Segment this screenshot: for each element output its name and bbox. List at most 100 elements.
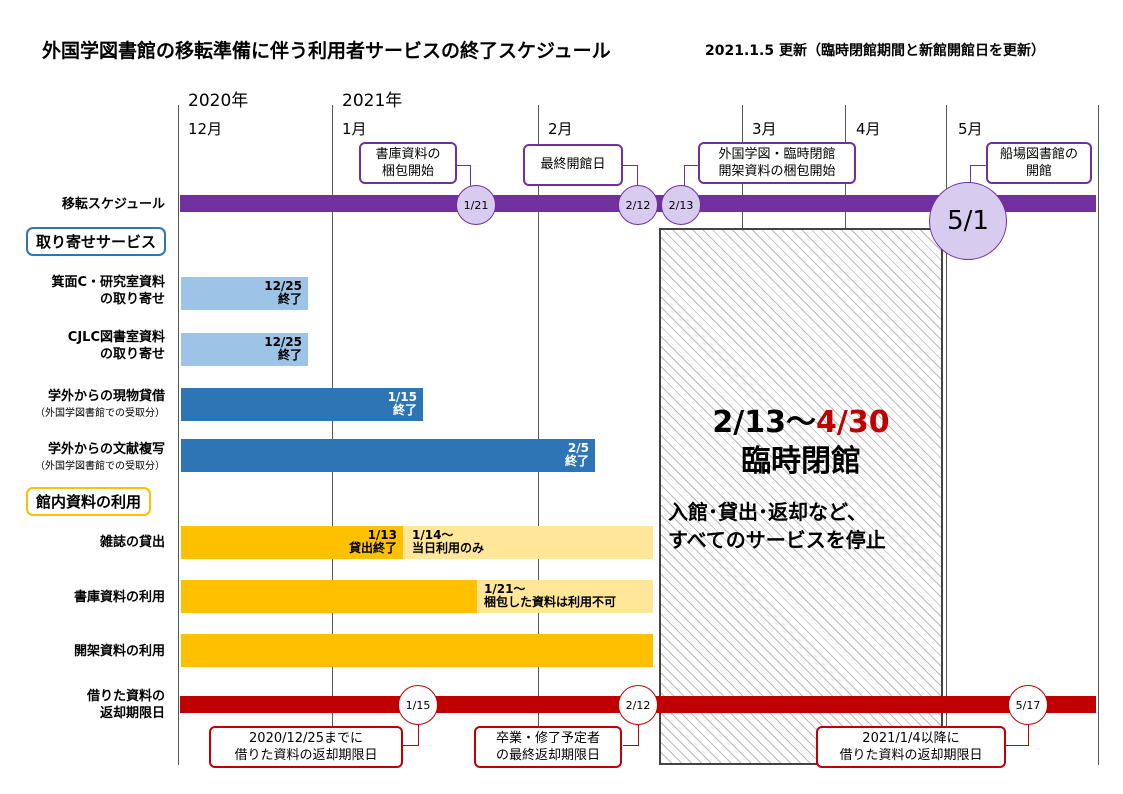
loan-end-date: 1/15 — [387, 390, 417, 404]
loan-end-text: 終了 — [392, 403, 417, 417]
bar-loan — [181, 388, 423, 421]
bar-stack-full — [181, 580, 477, 613]
callout-due-1: 2020/12/25までに 借りた資料の返却期限日 — [209, 726, 403, 768]
month-dec: 12月 — [188, 120, 223, 138]
callout-due-3-line2: 借りた資料の返却期限日 — [839, 748, 983, 763]
move-date-2-13: 2/13 — [661, 185, 701, 225]
callout-stack-packing-line1: 書庫資料の — [375, 147, 441, 162]
connector-funaba — [970, 165, 987, 188]
gridline-dec — [178, 105, 179, 765]
due-date-5-17: 5/17 — [1008, 685, 1048, 725]
move-date-5-1: 5/1 — [929, 182, 1007, 260]
closure-desc-line2: すべてのサービスを停止 — [668, 528, 886, 552]
row-label-copy: 学外からの文献複写 （外国学図書館での受取分） — [0, 441, 165, 475]
connector-due-1 — [403, 725, 419, 746]
closure-description: 入館･貸出･返却など、 すべてのサービスを停止 — [668, 498, 940, 554]
stack-after-date: 1/21～ — [484, 582, 526, 596]
bar-open-shelf — [181, 634, 653, 667]
callout-last-day: 最終開館日 — [523, 144, 623, 186]
bar-magazine-sameday — [403, 526, 653, 559]
connector-due-2 — [623, 725, 639, 746]
page-title: 外国学図書館の移転準備に伴う利用者サービスの終了スケジュール — [42, 40, 611, 62]
row-label-minoh-line2: の取り寄せ — [99, 292, 165, 307]
callout-due-3: 2021/1/4以降に 借りた資料の返却期限日 — [816, 726, 1006, 768]
gridline-end — [1098, 105, 1099, 765]
month-jan: 1月 — [342, 120, 367, 138]
cjlc-end-date: 12/25 — [264, 335, 302, 349]
month-mar: 3月 — [752, 120, 777, 138]
bar-label-minoh: 12/25 終了 — [181, 280, 308, 306]
callout-open-packing-line2: 開架資料の梱包開始 — [718, 164, 836, 179]
callout-due-3-line1: 2021/1/4以降に — [862, 731, 960, 746]
bar-label-loan: 1/15 終了 — [181, 391, 423, 417]
row-label-magazine: 雑誌の貸出 — [99, 535, 165, 550]
bar-magazine-loan — [181, 526, 403, 559]
row-label-stack: 書庫資料の利用 — [73, 590, 165, 605]
callout-stack-packing: 書庫資料の 梱包開始 — [359, 142, 457, 184]
month-apr: 4月 — [856, 120, 881, 138]
row-label-loan-line1: 学外からの現物貸借 — [47, 389, 165, 404]
bar-label-copy: 2/5 終了 — [181, 442, 595, 468]
section-retrieval-service: 取り寄せサービス — [26, 227, 167, 256]
row-label-open: 開架資料の利用 — [73, 644, 165, 659]
magazine-after-text: 当日利用のみ — [412, 541, 485, 555]
callout-due-2-line1: 卒業・修了予定者 — [495, 731, 600, 746]
bar-stack-partial — [477, 580, 653, 613]
row-label-due-line1: 借りた資料の — [86, 689, 165, 704]
connector-stack-packing — [456, 165, 471, 186]
callout-due-2: 卒業・修了予定者 の最終返却期限日 — [474, 726, 622, 768]
bar-label-cjlc: 12/25 終了 — [181, 336, 308, 362]
row-label-cjlc-line1: CJLC図書室資料 — [67, 330, 165, 345]
connector-due-3 — [1006, 725, 1029, 746]
year-2020: 2020年 — [188, 91, 249, 111]
gridline-jan — [332, 105, 333, 765]
bar-label-magazine: 1/13 貸出終了 — [181, 529, 403, 555]
year-2021: 2021年 — [342, 91, 403, 111]
row-label-copy-line1: 学外からの文献複写 — [47, 442, 165, 457]
magazine-end-date: 1/13 — [367, 528, 397, 542]
row-label-due-line2: 返却期限日 — [99, 706, 165, 721]
connector-last-day — [622, 165, 638, 186]
callout-funaba-opening: 船場図書館の 開館 — [986, 142, 1092, 184]
stack-after-text: 梱包した資料は利用不可 — [484, 595, 617, 609]
bar-cjlc — [181, 333, 308, 366]
callout-open-packing: 外国学図・臨時閉館 開架資料の梱包開始 — [698, 142, 856, 184]
row-label-loan: 学外からの現物貸借 （外国学図書館での受取分） — [0, 388, 165, 422]
callout-funaba-line1: 船場図書館の — [999, 147, 1078, 162]
bar-copy — [181, 439, 595, 472]
copy-end-date: 2/5 — [567, 441, 589, 455]
closure-end: 4/30 — [816, 405, 890, 440]
closure-area — [659, 228, 943, 765]
callout-due-2-line2: の最終返却期限日 — [495, 748, 600, 763]
bar-label-magazine-after: 1/14～ 当日利用のみ — [406, 529, 646, 555]
row-label-copy-line2: （外国学図書館での受取分） — [35, 461, 165, 472]
gridline-feb — [538, 105, 539, 765]
callout-due-1-line2: 借りた資料の返却期限日 — [234, 748, 378, 763]
row-label-move: 移転スケジュール — [61, 197, 165, 212]
closure-start: 2/13～ — [712, 405, 816, 440]
bar-label-stack-after: 1/21～ 梱包した資料は利用不可 — [478, 583, 654, 609]
row-label-cjlc-line2: の取り寄せ — [99, 347, 165, 362]
update-note: 2021.1.5 更新（臨時閉館期間と新館開館日を更新） — [705, 43, 1045, 59]
cjlc-end-text: 終了 — [277, 348, 302, 362]
magazine-after-date: 1/14～ — [412, 528, 454, 542]
row-label-cjlc: CJLC図書室資料 の取り寄せ — [0, 329, 165, 363]
move-date-1-21: 1/21 — [456, 185, 496, 225]
row-label-minoh-line1: 箕面C・研究室資料 — [51, 275, 165, 290]
month-feb: 2月 — [548, 120, 573, 138]
row-label-loan-line2: （外国学図書館での受取分） — [35, 408, 165, 419]
due-date-1-15: 1/15 — [398, 685, 438, 725]
closure-period: 2/13～4/30 — [660, 405, 942, 441]
closure-label: 臨時閉館 — [741, 444, 861, 479]
section-in-library-use: 館内資料の利用 — [26, 487, 152, 516]
callout-due-1-line1: 2020/12/25までに — [249, 731, 363, 746]
gridline-may — [946, 105, 947, 765]
bar-minoh — [181, 277, 308, 310]
connector-open-packing — [684, 165, 699, 186]
row-label-minoh: 箕面C・研究室資料 の取り寄せ — [0, 274, 165, 308]
move-date-2-12: 2/12 — [618, 185, 658, 225]
due-date-2-12: 2/12 — [618, 685, 658, 725]
minoh-end-date: 12/25 — [264, 279, 302, 293]
callout-stack-packing-line2: 梱包開始 — [381, 164, 434, 179]
minoh-end-text: 終了 — [277, 292, 302, 306]
